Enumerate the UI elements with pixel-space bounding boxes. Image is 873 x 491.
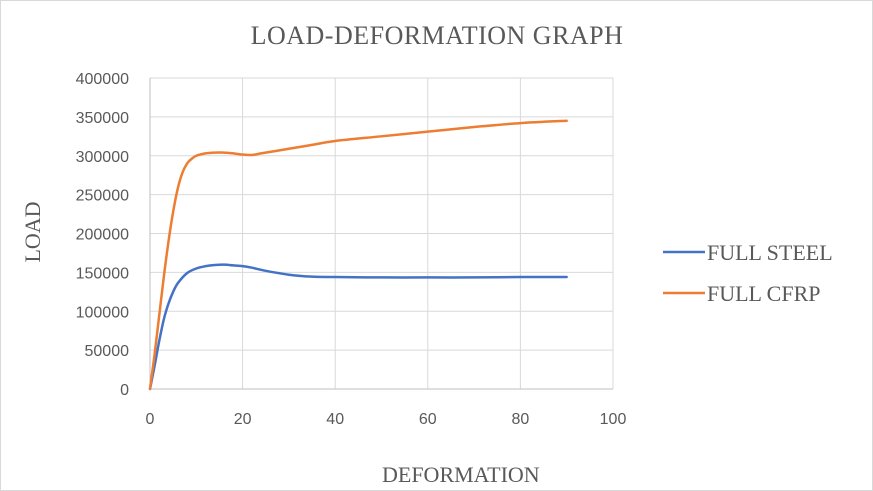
x-tick-label: 40 (326, 411, 344, 428)
legend: FULL STEEL FULL CFRP (663, 240, 833, 306)
y-tick-label: 300000 (76, 149, 129, 166)
x-tick-labels: 0 20 40 60 80 100 (146, 411, 627, 428)
series-line-full-cfrp (148, 119, 568, 391)
chart-title: LOAD-DEFORMATION GRAPH (251, 21, 624, 50)
x-tick-label: 80 (512, 411, 530, 428)
y-tick-label: 100000 (76, 304, 129, 321)
legend-label: FULL CFRP (707, 281, 821, 306)
x-tick-label: 60 (419, 411, 437, 428)
y-tick-label: 350000 (76, 110, 129, 127)
y-tick-label: 250000 (76, 188, 129, 205)
y-tick-label: 200000 (76, 227, 129, 244)
series-line-full-steel (148, 263, 568, 391)
y-axis-title: LOAD (20, 201, 45, 262)
x-tick-label: 0 (146, 411, 155, 428)
series-lines (148, 119, 568, 391)
grid-lines (150, 77, 614, 389)
legend-label: FULL STEEL (707, 240, 833, 265)
y-tick-labels: 0 50000 100000 150000 200000 250000 300000 3500… (76, 71, 129, 399)
x-axis-title: DEFORMATION (382, 462, 540, 487)
x-tick-label: 20 (234, 411, 252, 428)
y-tick-label: 150000 (76, 265, 129, 282)
axes (149, 78, 613, 390)
x-tick-label: 100 (600, 411, 627, 428)
y-tick-label: 400000 (76, 71, 129, 88)
y-tick-label: 0 (120, 382, 129, 399)
y-tick-label: 50000 (85, 343, 130, 360)
